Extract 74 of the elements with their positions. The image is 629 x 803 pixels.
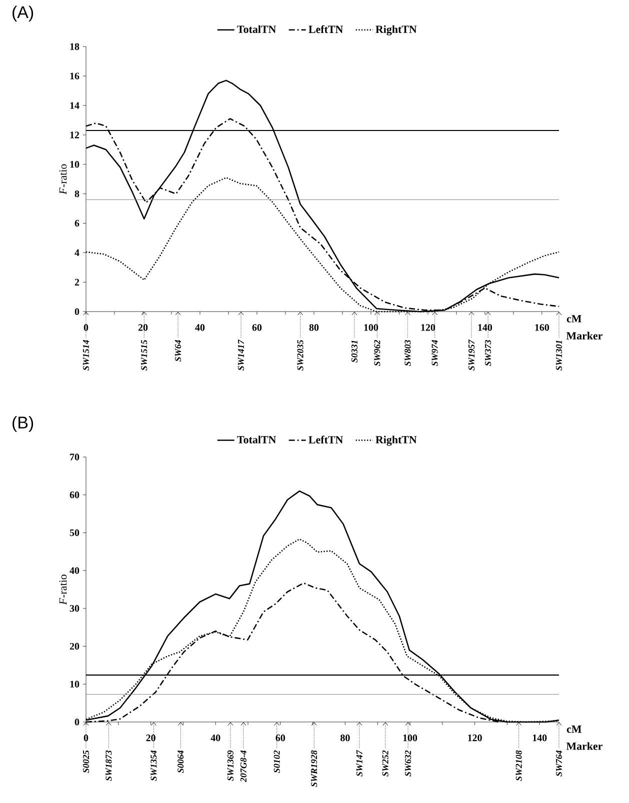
annotation: SW2035 — [297, 340, 304, 371]
x-tick-label: 140 — [532, 734, 547, 742]
annotation: SW147 — [356, 750, 362, 776]
x-tick-label: 60 — [276, 734, 285, 742]
annotation: S0025 — [82, 750, 90, 773]
y-tick-label: 14 — [70, 102, 80, 109]
x-tick-label: 140 — [478, 324, 492, 331]
chart-title: (A) — [12, 6, 34, 22]
y-tick-label: 70 — [70, 454, 80, 460]
annotation: SW1354 — [150, 750, 157, 781]
y-tick-label: 12 — [70, 132, 80, 138]
annotation: SW1515 — [141, 340, 148, 371]
y-tick-label: 2 — [74, 278, 80, 286]
y-tick-label: 0 — [74, 718, 80, 726]
y-tick-label: 10 — [70, 161, 80, 168]
annotation: S0064 — [178, 750, 184, 773]
x-tick-label: 100 — [364, 324, 378, 331]
x-axis-title: cM — [566, 726, 582, 733]
annotation: SW1417 — [238, 339, 244, 371]
y-tick-label: 16 — [70, 72, 80, 80]
annotation: S0102 — [274, 750, 280, 773]
x-tick-label: 100 — [403, 734, 418, 742]
annotation: SW1301 — [556, 340, 562, 371]
annotation: SW764 — [556, 750, 562, 776]
annotation: SW2108 — [516, 750, 522, 781]
x-tick-label: 0 — [84, 324, 88, 331]
x-tick-label: 40 — [195, 324, 205, 331]
legend-label: TotalTN — [237, 436, 276, 444]
x-tick-label: 0 — [84, 734, 88, 742]
annotation: 207G8-4 — [240, 750, 246, 782]
annotation: SW632 — [404, 750, 412, 776]
annotation: SW974 — [432, 340, 438, 366]
y-tick-label: 10 — [70, 680, 80, 688]
y-tick-label: 6 — [74, 220, 80, 227]
annotation: SW373 — [485, 340, 492, 366]
y-tick-label: 50 — [70, 529, 80, 536]
y-tick-label: 20 — [70, 642, 80, 650]
text: Marker — [566, 742, 602, 750]
y-axis-title: F-ratio — [59, 164, 67, 194]
x-tick-label: 40 — [210, 734, 220, 742]
legend-label: TotalTN — [237, 25, 276, 34]
y-tick-label: 30 — [70, 605, 80, 612]
y-tick-label: 18 — [70, 43, 80, 50]
annotation: SW1957 — [468, 339, 475, 371]
x-tick-label: 80 — [309, 324, 319, 331]
annotation: SW962 — [374, 340, 380, 366]
x-tick-label: 120 — [421, 324, 436, 331]
annotation: SW64 — [175, 340, 182, 362]
legend-label: LeftTN — [308, 436, 344, 444]
y-tick-label: 4 — [74, 249, 80, 256]
x-tick-label: 20 — [138, 324, 148, 331]
y-tick-label: 0 — [74, 308, 80, 315]
legend-label: RightTN — [376, 436, 417, 446]
x-tick-label: 60 — [252, 324, 262, 331]
x-tick-label: 160 — [535, 324, 550, 331]
annotation: SW803 — [404, 340, 411, 366]
y-tick-label: 40 — [70, 567, 80, 574]
annotation: SW1514 — [82, 340, 90, 371]
y-tick-label: 60 — [70, 491, 80, 498]
annotation: SW252 — [382, 750, 388, 776]
annotation: SWR1928 — [311, 750, 318, 787]
annotation: SW1873 — [106, 750, 112, 781]
x-axis-title: cM — [566, 315, 582, 322]
x-tick-label: 120 — [468, 734, 482, 742]
legend-label: RightTN — [376, 25, 417, 36]
text: Marker — [566, 332, 602, 340]
y-tick-label: 8 — [74, 190, 80, 198]
x-tick-label: 80 — [340, 734, 350, 742]
annotation: S0331 — [351, 340, 358, 363]
annotation: SW1369 — [227, 750, 234, 781]
legend-label: LeftTN — [308, 25, 344, 34]
x-tick-label: 20 — [146, 734, 156, 742]
chart-title: (B) — [12, 416, 34, 432]
y-axis-title: F-ratio — [59, 574, 67, 605]
